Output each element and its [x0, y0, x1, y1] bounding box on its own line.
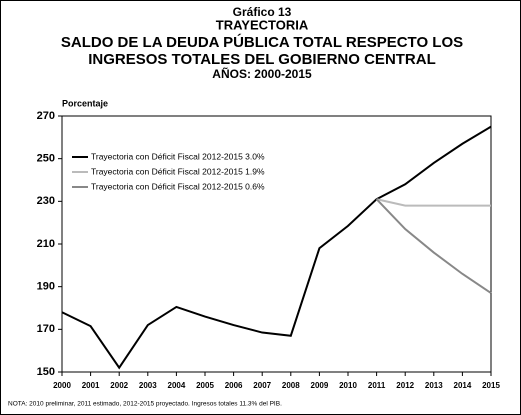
note: NOTA: 2010 preliminar, 2011 estimado, 20… — [8, 401, 282, 408]
x-tick-label: 2003 — [139, 381, 157, 390]
x-tick-label: 2000 — [53, 381, 71, 390]
x-tick-label: 2006 — [225, 381, 243, 390]
legend-label: Trayectoria con Déficit Fiscal 2012-2015… — [91, 166, 265, 176]
x-tick-label: 2012 — [396, 381, 414, 390]
series-line — [61, 125, 492, 370]
y-tick-label: 250 — [37, 153, 55, 165]
x-tick-label: 2002 — [110, 381, 128, 390]
x-tick-label: 2008 — [282, 381, 300, 390]
x-tick-label: 2004 — [168, 381, 186, 390]
x-tick-label: 2009 — [311, 381, 329, 390]
y-axis-label: Porcentaje — [62, 98, 108, 108]
chart-title: SALDO DE LA DEUDA PÚBLICA TOTAL RESPECTO… — [61, 33, 463, 51]
y-tick-label: 210 — [37, 238, 55, 250]
x-tick-label: 2007 — [253, 381, 271, 390]
x-tick-label: 2014 — [454, 381, 472, 390]
x-tick-label: 2005 — [196, 381, 214, 390]
chart-title: INGRESOS TOTALES DEL GOBIERNO CENTRAL — [88, 51, 436, 68]
x-tick-label: 2010 — [339, 381, 357, 390]
x-tick-label: 2001 — [82, 381, 100, 390]
series-line — [376, 198, 491, 207]
y-tick-label: 150 — [37, 366, 55, 378]
x-tick-label: 2013 — [425, 381, 443, 390]
y-tick-label: 270 — [37, 110, 55, 122]
series-line — [375, 198, 492, 294]
chart-title: AÑOS: 2000-2015 — [212, 66, 312, 81]
x-tick-label: 2011 — [368, 381, 386, 390]
legend-label: Trayectoria con Déficit Fiscal 2012-2015… — [91, 151, 265, 161]
chart-title: Gráfico 13 — [233, 5, 292, 19]
x-tick-label: 2015 — [482, 381, 500, 390]
y-tick-label: 190 — [37, 281, 55, 293]
chart-title: TRAYECTORIA — [216, 17, 309, 32]
y-tick-label: 230 — [37, 195, 55, 207]
y-tick-label: 170 — [37, 323, 55, 335]
legend-label: Trayectoria con Déficit Fiscal 2012-2015… — [91, 181, 265, 191]
